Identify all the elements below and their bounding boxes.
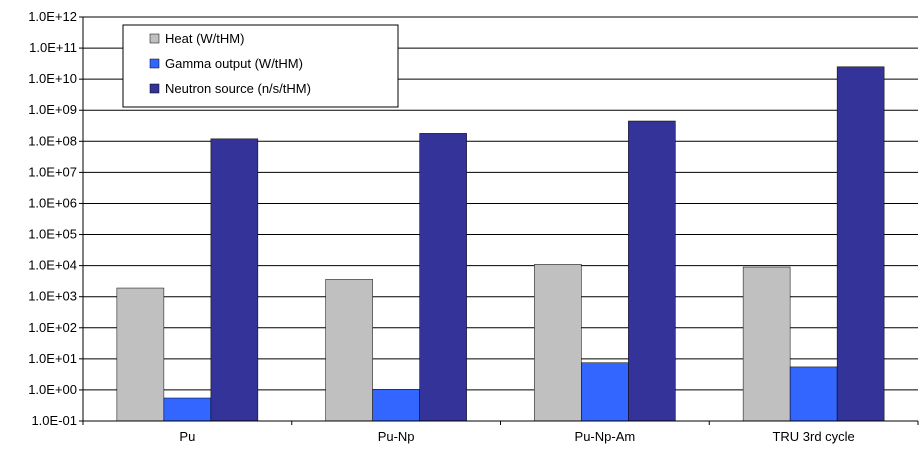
bar-pu-2 — [210, 138, 259, 422]
y-tick-label: 1.0E+11 — [29, 40, 77, 55]
legend-label: Neutron source (n/s/tHM) — [165, 81, 311, 96]
bar-tru-3rd-cycle-1 — [789, 366, 838, 422]
bar-tru-3rd-cycle-0 — [742, 266, 791, 422]
x-tick-label: Pu-Np — [378, 429, 415, 444]
y-tick-label: 1.0E+10 — [28, 71, 77, 86]
x-tick-label: TRU 3rd cycle — [772, 429, 854, 444]
legend-swatch — [149, 83, 160, 94]
x-tick-label: Pu — [179, 429, 195, 444]
legend-box — [122, 24, 399, 108]
legend-label: Gamma output (W/tHM) — [165, 56, 303, 71]
y-tick-labels: 1.0E-01 1.0E+00 1.0E+01 1.0E+02 1.0E+03 1.0E+… — [28, 9, 77, 428]
x-tick-labels: Pu Pu-Np Pu-Np-Am TRU 3rd cycle — [179, 429, 854, 444]
bar-pu-np-am-0 — [534, 264, 582, 422]
y-tick-label: 1.0E-01 — [31, 413, 77, 428]
legend-label: Heat (W/tHM) — [165, 31, 244, 46]
axes — [79, 16, 919, 425]
y-tick-label: 1.0E+01 — [28, 351, 77, 366]
y-tick-label: 1.0E+03 — [28, 289, 77, 304]
bar-tru-3rd-cycle-2 — [836, 66, 885, 422]
y-tick-label: 1.0E+04 — [28, 258, 77, 273]
y-tick-label: 1.0E+05 — [28, 227, 77, 242]
y-tick-label: 1.0E+00 — [28, 382, 77, 397]
bars — [116, 66, 885, 422]
y-tick-label: 1.0E+02 — [28, 320, 77, 335]
y-tick-label: 1.0E+07 — [28, 164, 77, 179]
legend-swatch — [149, 58, 160, 69]
legend: Heat (W/tHM) Gamma output (W/tHM) Neutron … — [122, 24, 399, 108]
legend-swatch — [149, 33, 160, 44]
bar-pu-np-am-1 — [581, 362, 629, 422]
x-tick-label: Pu-Np-Am — [575, 429, 636, 444]
bar-pu-np-am-2 — [628, 120, 676, 422]
y-tick-label: 1.0E+08 — [28, 133, 77, 148]
bar-pu-np-0 — [325, 279, 373, 422]
bar-pu-0 — [116, 287, 165, 422]
bar-pu-np-2 — [419, 133, 467, 422]
y-tick-label: 1.0E+06 — [28, 195, 77, 210]
bar-pu-np-1 — [372, 389, 420, 422]
y-tick-label: 1.0E+09 — [28, 102, 77, 117]
y-tick-label: 1.0E+12 — [28, 9, 77, 24]
bar-pu-1 — [163, 397, 212, 422]
